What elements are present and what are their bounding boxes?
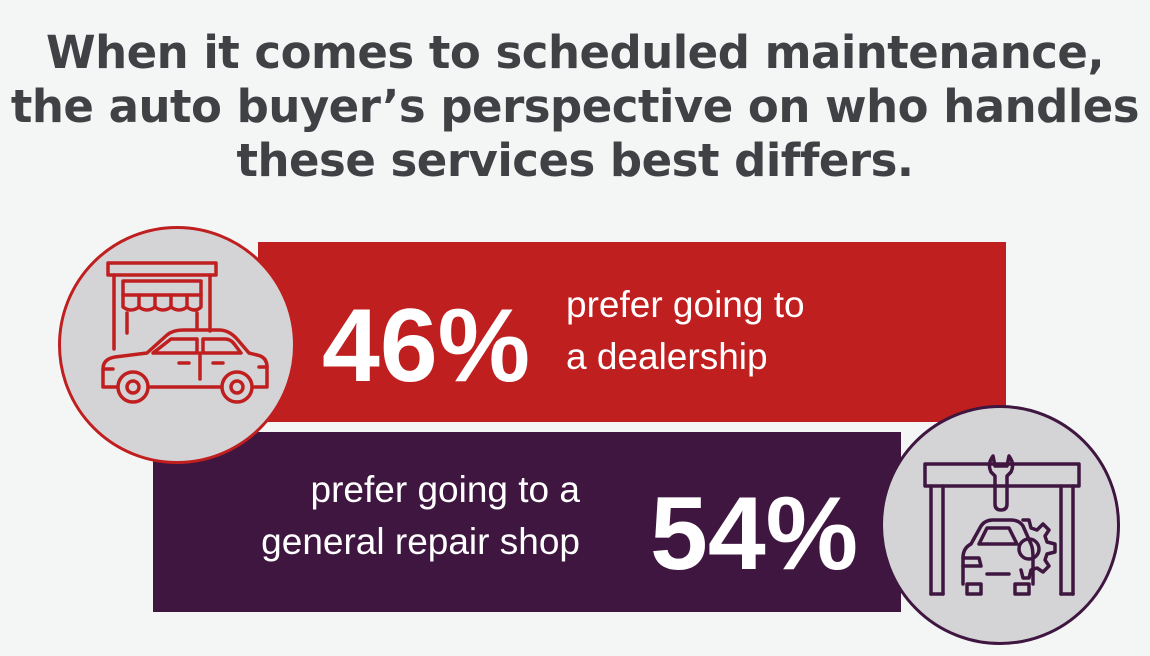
headline: When it comes to scheduled maintenance, … xyxy=(0,26,1150,188)
dealership-desc-line-2: a dealership xyxy=(566,336,768,377)
dealership-percent: 46% xyxy=(322,288,531,404)
repair-shop-desc-line-2: general repair shop xyxy=(261,521,580,562)
dealership-icon-circle xyxy=(58,226,296,464)
repair-shop-icon-circle xyxy=(880,405,1120,645)
headline-line-3: these services best differs. xyxy=(236,134,914,187)
dealership-description: prefer going to a dealership xyxy=(566,279,805,383)
dealership-desc-line-1: prefer going to xyxy=(566,284,805,325)
headline-line-1: When it comes to scheduled maintenance, xyxy=(45,26,1105,79)
repair-shop-icon xyxy=(923,454,1081,596)
repair-shop-bar xyxy=(153,432,901,612)
dealership-bar xyxy=(258,242,1006,422)
repair-shop-description: prefer going to a general repair shop xyxy=(261,464,580,568)
repair-shop-percent: 54% xyxy=(650,476,859,592)
repair-shop-desc-line-1: prefer going to a xyxy=(310,469,580,510)
headline-line-2: the auto buyer’s perspective on who hand… xyxy=(10,80,1140,133)
dealership-car-icon xyxy=(101,261,269,404)
